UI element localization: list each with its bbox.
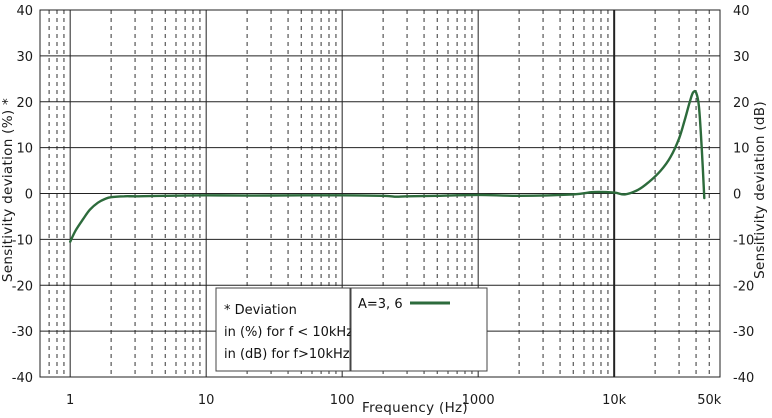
y-tick-label-left: 20 — [16, 96, 33, 111]
y-tick-label-right: -40 — [733, 371, 754, 386]
legend-label: A=3, 6 — [358, 297, 403, 312]
y-axis-title-right: Sensitivity deviation (dB) — [752, 101, 768, 279]
y-tick-label-left: -20 — [12, 279, 33, 294]
y-tick-label-right: -30 — [733, 325, 754, 340]
x-tick-label: 1000 — [462, 393, 495, 408]
y-tick-label-right: 20 — [733, 96, 750, 111]
x-tick-label: 100 — [330, 393, 355, 408]
note-line-3: in (dB) for f>10kHz — [224, 347, 350, 362]
series-layer — [69, 89, 706, 243]
y-tick-label-left: -30 — [12, 325, 33, 340]
plot-frame — [39, 9, 721, 378]
note-box — [215, 287, 351, 372]
left-y-tick-labels: 40 30 20 10 0 -10 -20 -30 -40 — [12, 4, 33, 386]
x-tick-label: 1 — [66, 393, 74, 408]
x-tick-labels: 1 10 100 1000 10k 50k — [66, 393, 722, 408]
y-axis-title-left: Sensitivity deviation (%) * — [0, 98, 16, 282]
y-tick-label-right: 40 — [733, 4, 750, 19]
note-line-1: * Deviation — [224, 303, 297, 318]
y-tick-label-left: 30 — [16, 50, 33, 65]
y-tick-label-left: -10 — [12, 233, 33, 248]
x-tick-label: 10 — [198, 393, 215, 408]
y-tick-label-left: 40 — [16, 4, 33, 19]
y-tick-label-left: 0 — [25, 188, 33, 203]
series-line-a-3-6 — [69, 89, 706, 243]
right-y-tick-labels: 40 30 20 10 0 -10 -20 -30 -40 — [733, 4, 754, 386]
y-tick-label-right: 0 — [733, 188, 741, 203]
y-tick-label-right: 10 — [733, 142, 750, 157]
y-tick-label-left: -40 — [12, 371, 33, 386]
x-axis-title: Frequency (Hz) — [362, 400, 468, 416]
y-tick-label-right: -20 — [733, 279, 754, 294]
note-line-2: in (%) for f < 10kHz — [224, 325, 353, 340]
x-tick-label: 10k — [602, 393, 627, 408]
x-tick-label: 50k — [697, 393, 722, 408]
y-tick-label-right: -10 — [733, 233, 754, 248]
y-tick-label-right: 30 — [733, 50, 750, 65]
major-gridlines — [39, 9, 721, 378]
y-tick-label-left: 10 — [16, 142, 33, 157]
